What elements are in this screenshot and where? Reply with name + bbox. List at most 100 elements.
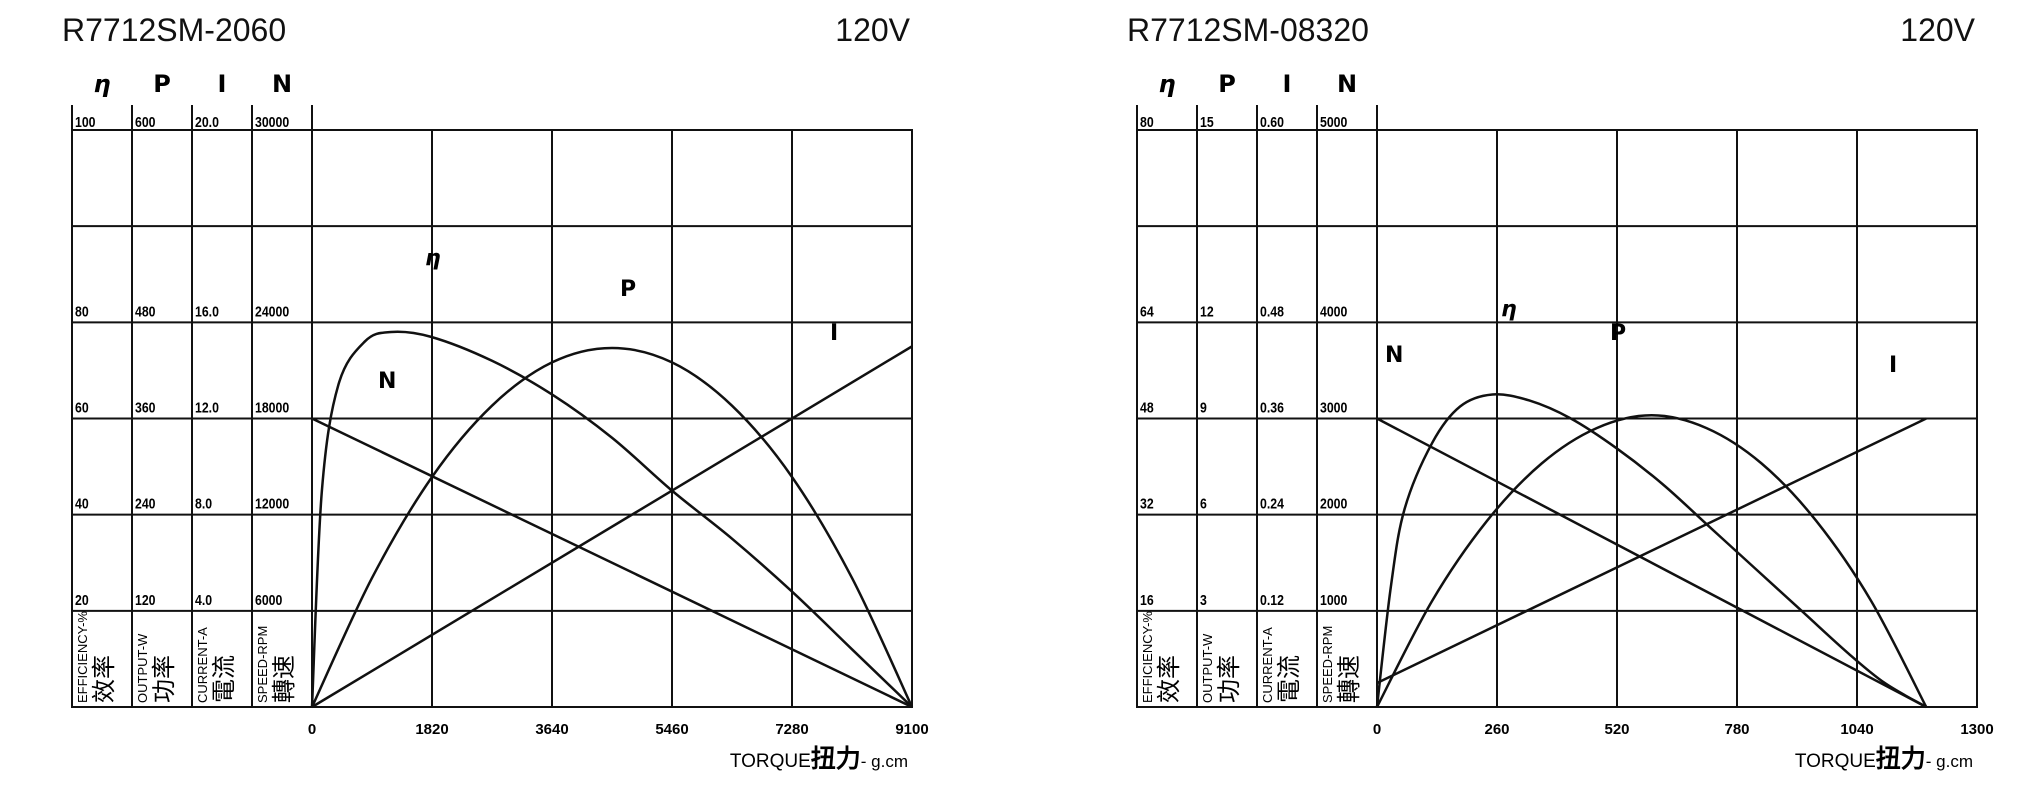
axis-tick-label: 8.0 [195, 496, 212, 512]
axis-tick-label: 6000 [255, 592, 283, 608]
axis-symbol: N [272, 70, 292, 98]
axis-title-cn: 功率 [150, 655, 178, 703]
series-curve-N [311, 417, 913, 709]
x-axis-title: TORQUE扭力- g.cm [1795, 744, 1973, 773]
axis-tick-label: 3 [1200, 592, 1207, 608]
axis-tick-label: 16.0 [195, 303, 219, 319]
axis-title-cn: 轉速 [1335, 655, 1363, 703]
axis-tick-label-max: 15 [1200, 114, 1214, 130]
axis-tick-label: 360 [135, 399, 156, 415]
axis-tick-label: 0.12 [1260, 592, 1284, 608]
axis-tick-label: 0.48 [1260, 303, 1284, 319]
axis-tick-label: 48 [1140, 399, 1154, 415]
series-label: P [620, 277, 636, 302]
axis-tick-label: 480 [135, 303, 156, 319]
axis-tick-label: 12000 [255, 496, 290, 512]
axis-tick-label: 2000 [1320, 496, 1348, 512]
axis-title: OUTPUT-W [1200, 633, 1215, 703]
axis-title: EFFICIENCY-% [1140, 611, 1155, 703]
axis-tick-label: 64 [1140, 303, 1154, 319]
x-tick-label: 1300 [1960, 721, 1993, 738]
axis-tick-label-max: 0.60 [1260, 114, 1284, 130]
series-label: N [1385, 343, 1403, 368]
series-curve-P [310, 346, 914, 708]
axis-tick-label: 20 [75, 592, 89, 608]
axis-tick-label: 4000 [1320, 303, 1348, 319]
chart-title: R7712SM-2060 [62, 12, 287, 48]
axis-tick-label: 1000 [1320, 592, 1348, 608]
chart-svg-left: η 20 40 60 80 100 EFFICIENCY-% 效率 P 120 240 360 480 6… [71, 70, 929, 773]
axis-tick-label: 4.0 [195, 592, 212, 608]
x-tick-label: 1040 [1840, 721, 1873, 738]
chart-voltage: 120V [1900, 12, 1975, 48]
axis-title-cn: 電流 [1275, 655, 1303, 703]
x-tick-label: 260 [1484, 721, 1509, 738]
x-tick-label: 3640 [535, 721, 568, 738]
axis-title: CURRENT-A [1260, 627, 1275, 703]
axis-symbol: N [1337, 70, 1357, 98]
axis-tick-label: 9 [1200, 399, 1207, 415]
axis-tick-label-max: 30000 [255, 114, 290, 130]
x-tick-label: 7280 [775, 721, 808, 738]
axis-tick-label: 40 [75, 496, 89, 512]
series-curve-eta [1375, 393, 1927, 709]
series-curve-I [1376, 417, 1927, 685]
axis-tick-label: 0.24 [1260, 496, 1284, 512]
series-label: I [830, 321, 838, 346]
axis-tick-label: 240 [135, 496, 156, 512]
axis-tick-label: 6 [1200, 496, 1207, 512]
axis-tick-label: 32 [1140, 496, 1154, 512]
axis-tick-label: 12.0 [195, 399, 219, 415]
x-tick-label: 0 [1373, 721, 1381, 738]
axis-symbol: P [1218, 70, 1236, 98]
axis-title-cn: 電流 [210, 655, 238, 703]
axis-title-cn: 效率 [1155, 655, 1183, 703]
x-tick-label: 1820 [415, 721, 448, 738]
x-tick-label: 0 [308, 721, 316, 738]
axis-title: OUTPUT-W [135, 633, 150, 703]
axis-tick-label: 12 [1200, 303, 1214, 319]
series-label: I [1889, 353, 1897, 378]
series-curve-eta [310, 330, 913, 708]
axis-title: CURRENT-A [195, 627, 210, 703]
axis-title: EFFICIENCY-% [75, 611, 90, 703]
axis-tick-label-max: 5000 [1320, 114, 1348, 130]
series-label: η [425, 246, 441, 271]
axis-title-cn: 功率 [1215, 655, 1243, 703]
axis-tick-label: 60 [75, 399, 89, 415]
axis-symbol: η [93, 70, 110, 98]
axis-tick-label-max: 600 [135, 114, 156, 130]
axis-tick-label-max: 80 [1140, 114, 1154, 130]
series-curve-I [311, 345, 913, 709]
x-tick-label: 5460 [655, 721, 688, 738]
axis-tick-label-max: 100 [75, 114, 96, 130]
series-label: P [1610, 321, 1626, 346]
chart-panel-left: R7712SM-2060 120V η 20 40 60 80 100 EFFICIENCY… [0, 0, 1000, 803]
axis-title-cn: 轉速 [270, 655, 298, 703]
axis-tick-label-max: 20.0 [195, 114, 219, 130]
axis-symbol: I [218, 70, 227, 98]
chart-svg-right: η 16 32 48 64 80 EFFICIENCY-% 效率 P 3 6 9 12 15 OUTPUT-… [1136, 70, 1994, 773]
x-tick-label: 520 [1604, 721, 1629, 738]
chart-title: R7712SM-08320 [1127, 12, 1369, 48]
axis-symbol: η [1158, 70, 1175, 98]
axis-title: SPEED-RPM [1320, 626, 1335, 703]
axis-title-cn: 效率 [90, 655, 118, 703]
axis-tick-label: 80 [75, 303, 89, 319]
series-label: η [1501, 297, 1517, 322]
chart-panel-right: R7712SM-08320 120V η 16 32 48 64 80 EFFICIENCY… [1065, 0, 2025, 803]
x-axis-title: TORQUE扭力- g.cm [730, 744, 908, 773]
axis-tick-label: 0.36 [1260, 399, 1284, 415]
series-curve-P [1375, 414, 1928, 708]
axis-tick-label: 16 [1140, 592, 1154, 608]
series-label: N [378, 369, 396, 394]
chart-voltage: 120V [835, 12, 910, 48]
axis-title: SPEED-RPM [255, 626, 270, 703]
axis-symbol: I [1283, 70, 1292, 98]
axis-symbol: P [153, 70, 171, 98]
axis-tick-label: 120 [135, 592, 156, 608]
series-curve-N [1376, 417, 1927, 709]
axis-tick-label: 24000 [255, 303, 290, 319]
axis-tick-label: 18000 [255, 399, 290, 415]
axis-tick-label: 3000 [1320, 399, 1348, 415]
